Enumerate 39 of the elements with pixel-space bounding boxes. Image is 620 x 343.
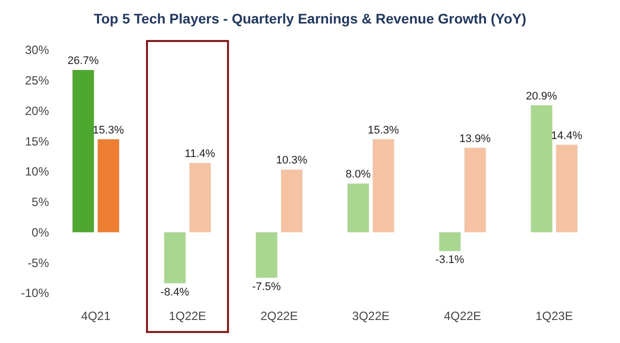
x-tick-label: 2Q22E: [260, 309, 298, 323]
bar: [530, 105, 552, 232]
bar: [439, 232, 461, 252]
y-tick-label: 0%: [32, 225, 50, 240]
data-label: 26.7%: [68, 55, 99, 68]
bar: [189, 162, 211, 232]
bar: [256, 232, 278, 278]
bar: [372, 139, 394, 232]
data-label: -3.1%: [435, 254, 464, 266]
data-label: 11.4%: [184, 148, 216, 160]
bar: [556, 144, 578, 232]
bar: [348, 184, 369, 232]
data-label: -8.4%: [160, 286, 190, 298]
y-tick-label: -5%: [28, 256, 50, 270]
bar: [164, 232, 186, 284]
bar: [281, 170, 302, 232]
y-tick-label: 30%: [24, 43, 50, 58]
data-label: 13.9%: [459, 132, 491, 145]
data-label: -7.5%: [252, 280, 282, 293]
chart-title: Top 5 Tech Players - Quarterly Earnings & Revenue Growth (YoY): [94, 10, 526, 27]
data-label: 10.3%: [276, 154, 308, 167]
y-tick-label: 20%: [24, 104, 50, 118]
x-tick-label: 4Q21: [81, 309, 111, 323]
x-tick-label: 4Q22E: [444, 309, 482, 323]
data-label: 15.3%: [368, 124, 400, 136]
bar: [72, 70, 94, 232]
data-label: 14.4%: [551, 130, 582, 142]
y-tick-label: 25%: [24, 74, 50, 88]
x-tick-label: 1Q23E: [535, 309, 573, 323]
y-tick-label: -10%: [20, 286, 50, 300]
x-tick-label: 3Q22E: [352, 309, 390, 323]
bar: [464, 148, 486, 232]
y-tick-label: 10%: [24, 164, 50, 179]
x-tick-label: 1Q22E: [168, 309, 206, 323]
data-label: 8.0%: [346, 168, 371, 181]
y-tick-label: 15%: [24, 134, 50, 148]
bar: [98, 139, 120, 232]
data-label: 20.9%: [526, 90, 558, 102]
y-tick-label: 5%: [32, 195, 50, 210]
